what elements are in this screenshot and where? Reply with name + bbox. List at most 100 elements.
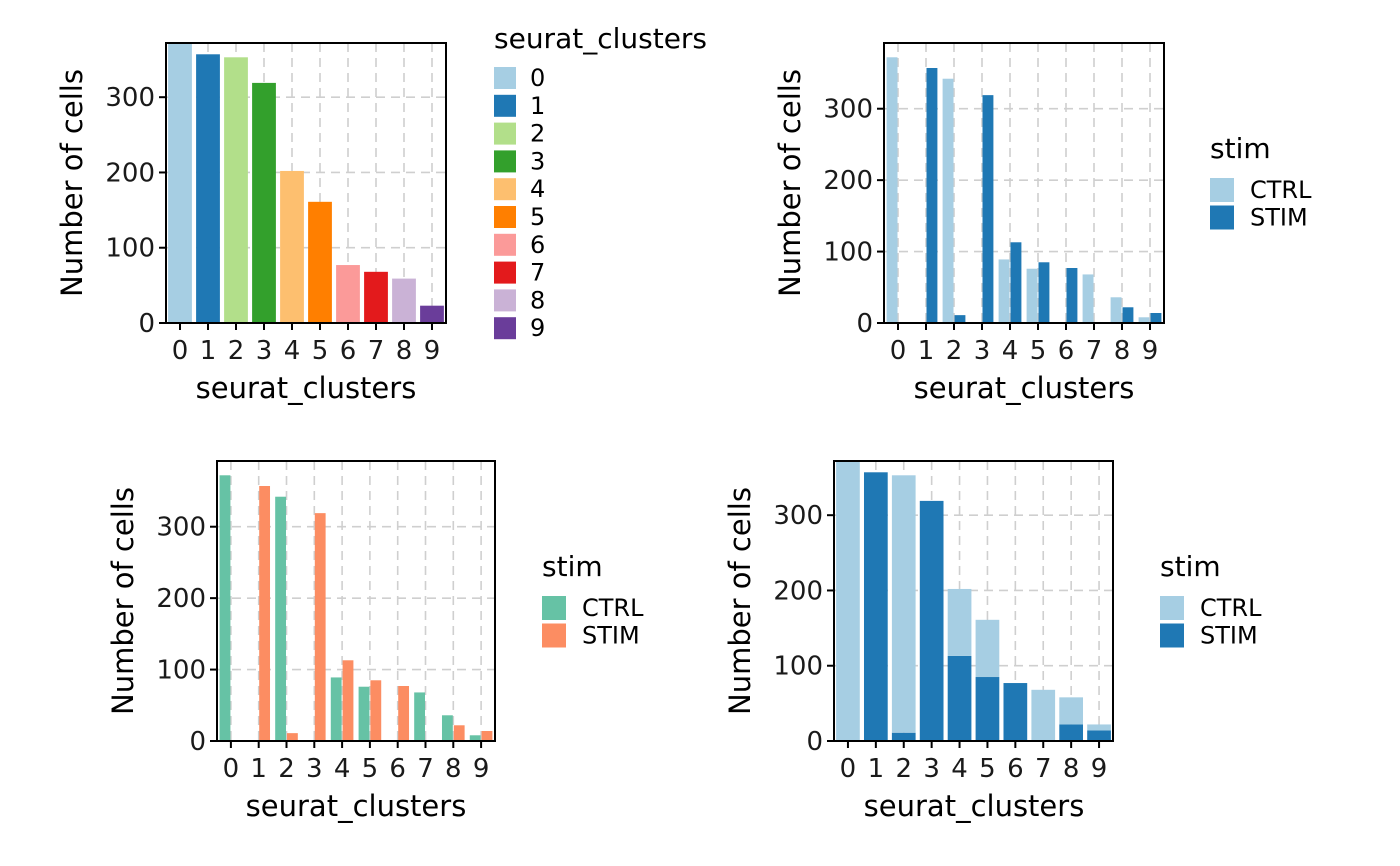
bar-stim-1 (863, 472, 888, 741)
legend-title: stim (542, 550, 603, 583)
panel-border (833, 460, 1114, 742)
y-tick-label: 0 (806, 727, 823, 757)
bar-ctrl-4 (947, 588, 972, 656)
x-tick-label: 6 (389, 754, 406, 784)
x-tick-label: 0 (840, 754, 857, 784)
legend-key-stim (1210, 205, 1234, 230)
bar-ctrl-2 (891, 475, 916, 733)
x-axis-label: seurat_clusters (864, 789, 1085, 823)
bar-ctrl-2 (942, 78, 954, 323)
x-tick-label: 1 (250, 754, 267, 784)
legend-key-5 (494, 206, 516, 228)
x-tick-label: 0 (890, 336, 907, 366)
legend-title: stim (1210, 132, 1271, 165)
bar-stim-2 (287, 733, 298, 741)
y-tick-label: 200 (823, 166, 873, 196)
legend-title: stim (1160, 550, 1221, 583)
x-axis-label: seurat_clusters (196, 371, 417, 405)
y-tick-label: 100 (773, 652, 823, 682)
bar-stim-9 (1150, 313, 1162, 323)
legend-label: 8 (530, 286, 545, 314)
bar-ctrl-0 (219, 475, 231, 741)
legend-key-stim (542, 623, 566, 648)
bar-ctrl-5 (1026, 268, 1038, 323)
y-tick-label: 200 (156, 584, 206, 614)
bar-stim-6 (1003, 683, 1028, 741)
bar-stim-8 (1122, 307, 1134, 323)
x-tick-label: 8 (1063, 754, 1080, 784)
legend-key-ctrl (542, 596, 566, 620)
x-tick-label: 1 (200, 336, 217, 366)
legend-key-9 (494, 317, 516, 340)
panel-border (165, 42, 447, 324)
bar-cluster-3 (252, 82, 276, 323)
x-tick-label: 4 (951, 754, 968, 784)
bar-ctrl-0 (836, 461, 860, 741)
legend-key-6 (494, 233, 516, 256)
x-tick-label: 9 (424, 336, 441, 366)
x-tick-label: 2 (278, 754, 295, 784)
panel-border (883, 42, 1165, 324)
x-tick-label: 3 (923, 754, 940, 784)
bar-ctrl-4 (998, 259, 1010, 323)
legend-key-8 (494, 289, 516, 312)
bar-cluster-4 (280, 170, 304, 323)
y-tick-label: 300 (156, 513, 206, 543)
bar-ctrl-2 (275, 496, 286, 741)
bar-ctrl-5 (975, 619, 1000, 678)
x-tick-label: 2 (946, 336, 963, 366)
legend-label: STIM (582, 622, 640, 650)
y-tick-label: 0 (856, 309, 873, 339)
y-tick-label: 0 (138, 309, 155, 339)
legend-key-stim (1160, 623, 1184, 648)
bar-cluster-6 (336, 265, 360, 323)
legend-key-1 (494, 94, 516, 117)
x-axis-label: seurat_clusters (246, 789, 467, 823)
x-tick-label: 4 (1002, 336, 1019, 366)
bar-ctrl-9 (1087, 724, 1111, 731)
x-tick-label: 7 (417, 754, 434, 784)
bar-stim-4 (342, 660, 354, 741)
y-axis-label: Number of cells (106, 487, 140, 715)
x-tick-label: 6 (1058, 336, 1075, 366)
legend-label: CTRL (1250, 176, 1312, 204)
bar-ctrl-5 (358, 686, 370, 741)
x-tick-label: 8 (445, 754, 462, 784)
x-tick-label: 4 (284, 336, 301, 366)
x-tick-label: 7 (1035, 754, 1052, 784)
legend-key-7 (494, 261, 516, 284)
x-tick-label: 1 (868, 754, 885, 784)
x-tick-label: 3 (974, 336, 991, 366)
bar-ctrl-8 (1110, 297, 1122, 323)
x-tick-label: 9 (473, 754, 490, 784)
bar-cluster-5 (308, 201, 332, 323)
legend-label: 2 (530, 120, 545, 148)
x-tick-label: 8 (396, 336, 413, 366)
x-tick-label: 3 (256, 336, 273, 366)
legend-title: seurat_clusters (494, 22, 707, 55)
x-tick-label: 4 (334, 754, 351, 784)
legend-label: STIM (1200, 622, 1258, 650)
bar-ctrl-8 (1059, 697, 1084, 725)
legend-key-2 (494, 122, 516, 145)
bar-ctrl-9 (469, 735, 481, 741)
y-tick-label: 300 (823, 95, 873, 125)
x-axis-label: seurat_clusters (914, 371, 1135, 405)
x-tick-label: 9 (1142, 336, 1159, 366)
x-tick-label: 7 (368, 336, 385, 366)
y-tick-label: 200 (105, 158, 155, 188)
legend-label: 7 (530, 259, 545, 287)
legend-label: 3 (530, 147, 545, 175)
bar-stim-4 (1010, 242, 1022, 323)
legend-key-0 (494, 67, 516, 89)
legend-label: 6 (530, 231, 545, 259)
bar-stim-3 (919, 500, 944, 741)
bar-stim-8 (1059, 724, 1084, 741)
bar-ctrl-9 (1138, 317, 1150, 323)
bar-stim-2 (891, 732, 916, 741)
bar-stim-8 (453, 725, 465, 741)
